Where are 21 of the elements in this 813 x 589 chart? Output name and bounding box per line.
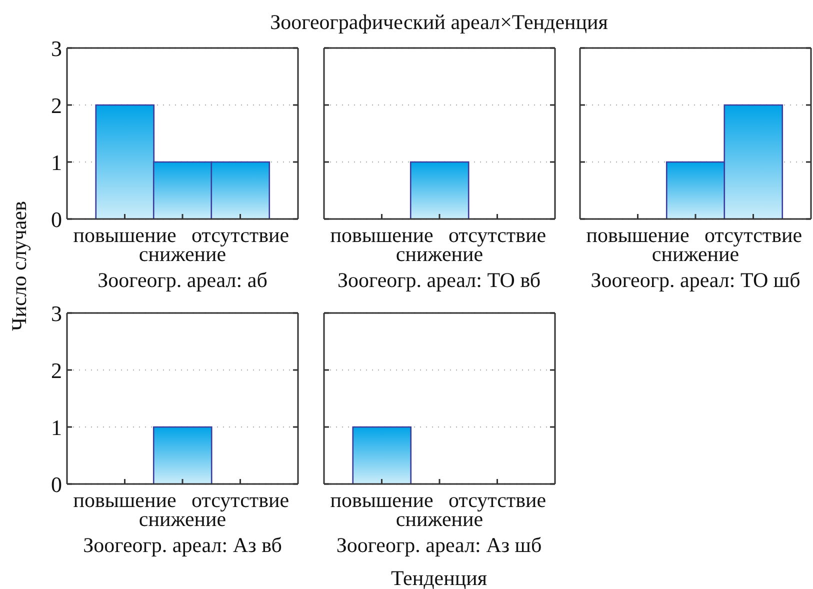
y-tick-label: 3 [51, 300, 62, 326]
y-tick-label: 2 [51, 92, 62, 118]
x-tick-label: повышение [586, 223, 690, 247]
x-axis-title: Тенденция [390, 566, 488, 589]
y-tick-label: 0 [51, 472, 62, 497]
y-tick-label: 3 [51, 36, 62, 61]
y-axis-title: Число случаев [7, 200, 31, 333]
text: Зоогеогр. ареал: ТО шб [590, 268, 802, 292]
x-tick-label: повышение [73, 488, 176, 512]
chart-title: Зоогеографический ареал×Тенденция [269, 10, 609, 34]
text: Зоогеогр. ареал: ТО вб [336, 268, 542, 292]
x-tick-label: повышение [330, 488, 433, 512]
y-tick-label: 1 [51, 150, 62, 175]
text: Зоогеогр. ареал: Аз шб [335, 533, 543, 557]
text: Зоогеогр. ареал: аб [96, 268, 268, 292]
y-tick-label: 2 [51, 358, 62, 383]
x-tick-label: повышение [330, 223, 433, 247]
text: Зоогеогр. ареал: Аз вб [82, 533, 283, 557]
y-tick-label: 1 [51, 414, 62, 440]
x-tick-label: повышение [73, 223, 176, 247]
y-tick-label: 0 [51, 206, 62, 232]
